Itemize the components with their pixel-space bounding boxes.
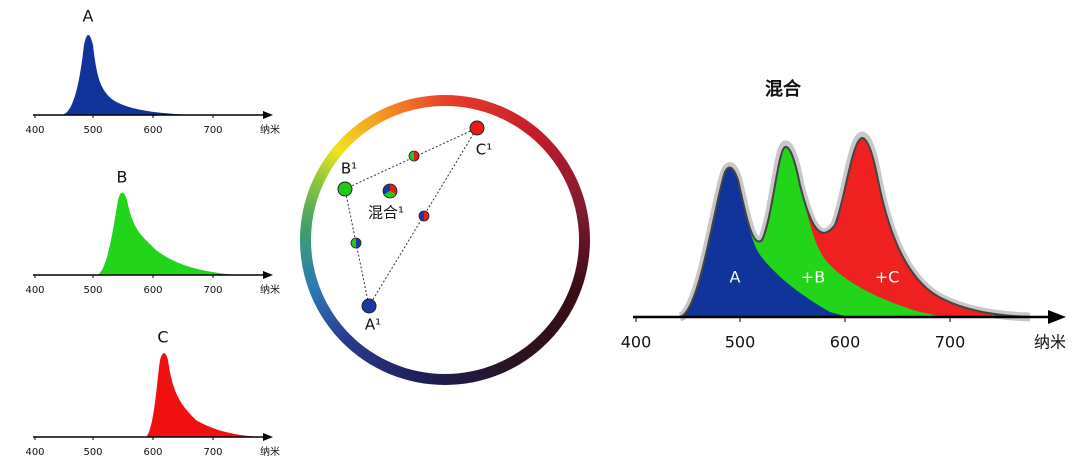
mix-point-half [414,151,419,161]
mix-point-ring [418,210,430,222]
point-label: A¹ [365,316,381,334]
spectrum-b [97,192,238,275]
unit-label: 纳米 [1034,333,1066,352]
unit-label: 纳米 [260,283,280,296]
spectrum-a [62,35,195,115]
tick-label: 500 [83,447,102,458]
color-point [361,298,377,314]
mix-point-ring [408,150,420,162]
mix-point-half [419,211,424,221]
mix-label: 混合¹ [368,204,404,222]
mix-point-half [351,238,356,248]
component-a-area [680,167,848,317]
axis-arrow [263,271,273,279]
spectrum-c [146,353,262,437]
tick-label: 500 [725,333,756,352]
mix-point-slice [383,191,397,198]
chart-title: C [157,328,168,347]
mixed-title: 混合 [765,78,802,100]
tick-label: 400 [25,125,44,136]
mix-point-half [356,238,361,248]
axis-arrow [1048,310,1066,324]
component-label: A [730,268,741,287]
mix-point-half [409,151,414,161]
color-point [469,120,485,136]
axis-arrow [263,111,273,119]
unit-label: 纳米 [260,445,280,458]
tick-label: 700 [203,447,222,458]
tick-label: 500 [83,285,102,296]
tick-label: 700 [203,285,222,296]
chart-title: B [117,168,128,187]
tick-label: 600 [830,333,861,352]
tick-label: 400 [25,285,44,296]
mix-point-ring [350,237,362,249]
color-point [337,181,353,197]
component-label: +C [875,268,900,287]
tick-label: 600 [143,447,162,458]
axis-arrow [263,433,273,441]
unit-label: 纳米 [260,123,280,136]
mixed-outline [679,136,1031,318]
point-label: B¹ [341,160,357,178]
tick-label: 700 [935,333,966,352]
tick-label: 500 [83,125,102,136]
tick-label: 400 [621,333,652,352]
chart-title: A [83,7,94,26]
point-label: C¹ [476,141,493,159]
tick-label: 400 [25,447,44,458]
component-label: +B [801,268,825,287]
tick-label: 700 [203,125,222,136]
mix-point-half [424,211,429,221]
tick-label: 600 [143,285,162,296]
tick-label: 600 [143,125,162,136]
mix-point-ring [382,183,398,199]
